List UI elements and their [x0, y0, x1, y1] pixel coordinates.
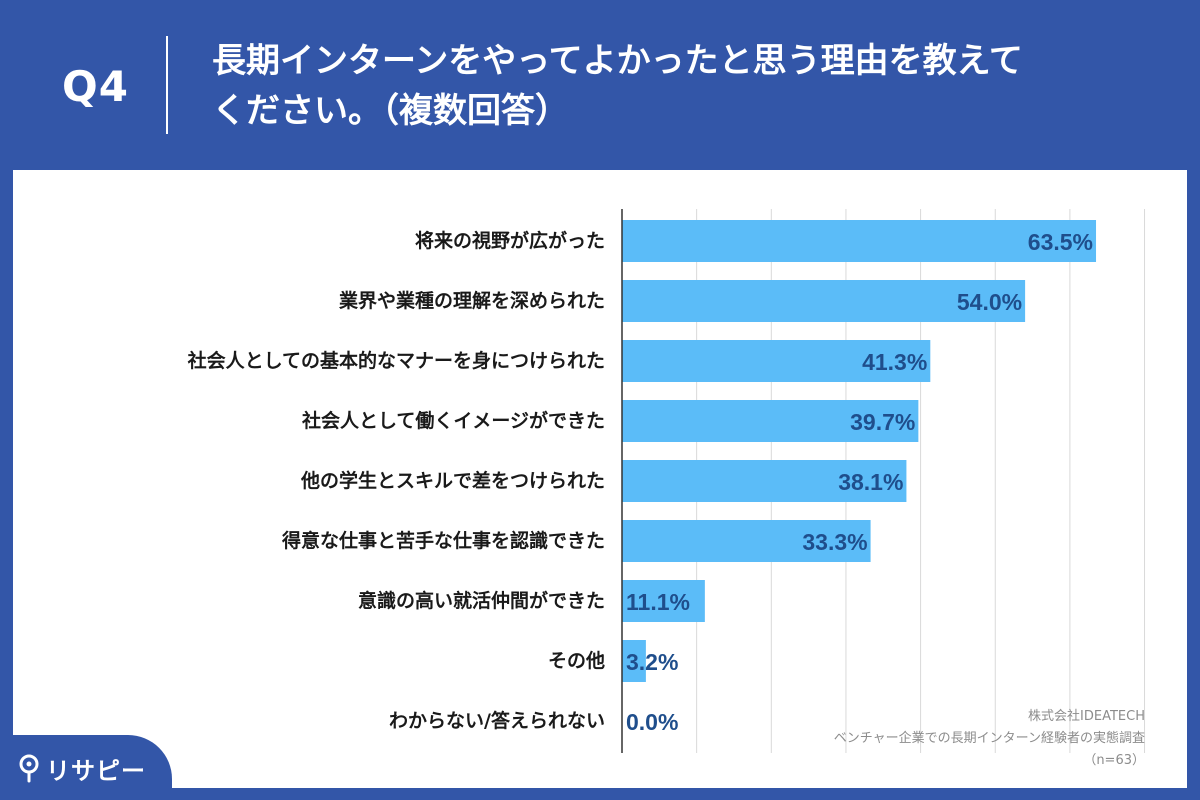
question-number: Q4	[62, 62, 129, 111]
value-label: 33.3%	[802, 529, 867, 555]
source-note: 株式会社IDEATECH ベンチャー企業での長期インターン経験者の実態調査 （n…	[834, 706, 1145, 772]
bar	[622, 280, 1026, 322]
value-label: 63.5%	[1028, 229, 1093, 255]
category-label: 意識の高い就活仲間ができた	[358, 589, 605, 612]
brand-logo: リサピー	[0, 735, 172, 800]
source-sample-size: （n=63）	[1083, 753, 1145, 768]
question-title: 長期インターンをやってよかったと思う理由を教えて ください。（複数回答）	[212, 36, 1112, 136]
category-label: 業界や業種の理解を深められた	[338, 289, 605, 312]
category-label: その他	[548, 649, 605, 672]
bar	[622, 520, 871, 562]
category-label: 社会人として働くイメージができた	[301, 409, 605, 432]
question-title-line-1: 長期インターンをやってよかったと思う理由を教えて	[212, 41, 1023, 81]
category-label: 社会人としての基本的なマナーを身につけられた	[187, 349, 605, 372]
category-label: わからない/答えられない	[389, 709, 605, 732]
bar	[622, 220, 1097, 262]
value-label: 54.0%	[957, 289, 1022, 315]
bar	[622, 400, 919, 442]
category-label: 得意な仕事と苦手な仕事を認識できた	[281, 529, 605, 552]
value-label: 38.1%	[838, 469, 903, 495]
question-title-line-2: ください。（複数回答）	[212, 91, 569, 131]
value-label: 11.1%	[626, 589, 690, 615]
pin-icon	[19, 754, 39, 783]
value-label: 3.2%	[626, 649, 678, 675]
category-label: 他の学生とスキルで差をつけられた	[300, 469, 605, 492]
logo-text: リサピー	[46, 757, 146, 785]
header-divider	[166, 36, 168, 134]
chart-header: Q4 長期インターンをやってよかったと思う理由を教えて ください。（複数回答）	[0, 0, 1200, 170]
bar	[622, 340, 931, 382]
bar-chart: 将来の視野が広がった 63.5% 業界や業種の理解を深められた 54.0% 社会人として…	[187, 209, 1146, 753]
chart-panel: 将来の視野が広がった 63.5% 業界や業種の理解を深められた 54.0% 社会人として…	[13, 170, 1187, 788]
value-label: 41.3%	[862, 349, 927, 375]
bar	[622, 580, 705, 622]
value-label: 39.7%	[850, 409, 915, 435]
bar	[622, 460, 907, 502]
source-survey: ベンチャー企業での長期インターン経験者の実態調査	[833, 731, 1145, 746]
source-company: 株式会社IDEATECH	[1028, 709, 1145, 724]
bar	[622, 640, 646, 682]
category-label: 将来の視野が広がった	[415, 229, 605, 252]
value-label: 0.0%	[626, 709, 678, 735]
